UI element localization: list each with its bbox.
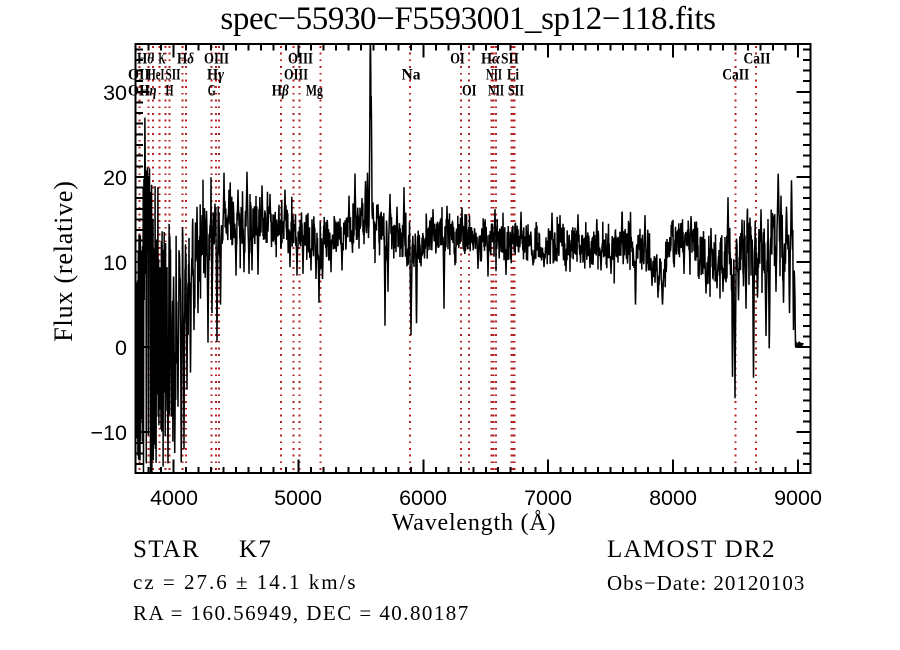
svg-text:Flux (relative): Flux (relative)	[49, 180, 78, 341]
svg-text:spec−55930−F5593001_sp12−118.f: spec−55930−F5593001_sp12−118.fits	[220, 1, 715, 37]
svg-text:OIII: OIII	[288, 51, 313, 68]
svg-text:H: H	[166, 83, 174, 100]
svg-text:K7: K7	[239, 536, 272, 563]
svg-text:CaII: CaII	[722, 67, 749, 84]
svg-text:30: 30	[103, 81, 127, 105]
svg-text:Hθ: Hθ	[137, 51, 154, 68]
svg-text:CaII: CaII	[744, 51, 771, 68]
svg-text:8000: 8000	[649, 486, 697, 510]
svg-text:G: G	[208, 83, 216, 100]
svg-text:cz = 27.6 ± 14.1 km/s: cz = 27.6 ± 14.1 km/s	[133, 570, 358, 594]
svg-text:0: 0	[115, 336, 127, 360]
svg-text:10: 10	[103, 251, 127, 275]
svg-text:OI: OI	[450, 51, 465, 68]
svg-text:4000: 4000	[150, 486, 198, 510]
svg-text:RA = 160.56949, DEC = 40.8018: RA = 160.56949, DEC = 40.80187	[133, 601, 470, 625]
svg-text:Li: Li	[507, 67, 520, 84]
svg-text:SII: SII	[508, 83, 524, 100]
svg-text:Hγ: Hγ	[207, 67, 225, 84]
svg-text:−10: −10	[91, 421, 128, 445]
svg-text:Hδ: Hδ	[177, 51, 194, 68]
svg-text:9000: 9000	[774, 486, 822, 510]
svg-text:OIII: OIII	[284, 67, 308, 84]
svg-text:STAR: STAR	[133, 536, 200, 563]
svg-text:5000: 5000	[274, 486, 322, 510]
svg-text:6000: 6000	[399, 486, 447, 510]
svg-text:20: 20	[103, 166, 127, 190]
svg-text:OI: OI	[462, 83, 477, 100]
svg-text:SII: SII	[501, 51, 519, 68]
svg-text:NII: NII	[486, 67, 502, 84]
svg-text:SII: SII	[166, 67, 181, 84]
svg-text:Na: Na	[402, 67, 421, 84]
svg-text:LAMOST DR2: LAMOST DR2	[607, 536, 776, 563]
svg-text:Mg: Mg	[306, 83, 323, 100]
svg-text:NII: NII	[488, 83, 504, 100]
svg-text:Wavelength (Å): Wavelength (Å)	[392, 510, 557, 536]
svg-text:Hα: Hα	[481, 51, 500, 68]
svg-text:K: K	[159, 51, 166, 68]
svg-text:7000: 7000	[524, 486, 572, 510]
svg-text:HeI: HeI	[148, 67, 165, 84]
svg-text:OII: OII	[128, 67, 150, 84]
svg-text:Obs−Date: 20120103: Obs−Date: 20120103	[607, 571, 805, 595]
svg-text:Hβ: Hβ	[272, 83, 289, 100]
svg-text:OIII: OIII	[204, 51, 229, 68]
